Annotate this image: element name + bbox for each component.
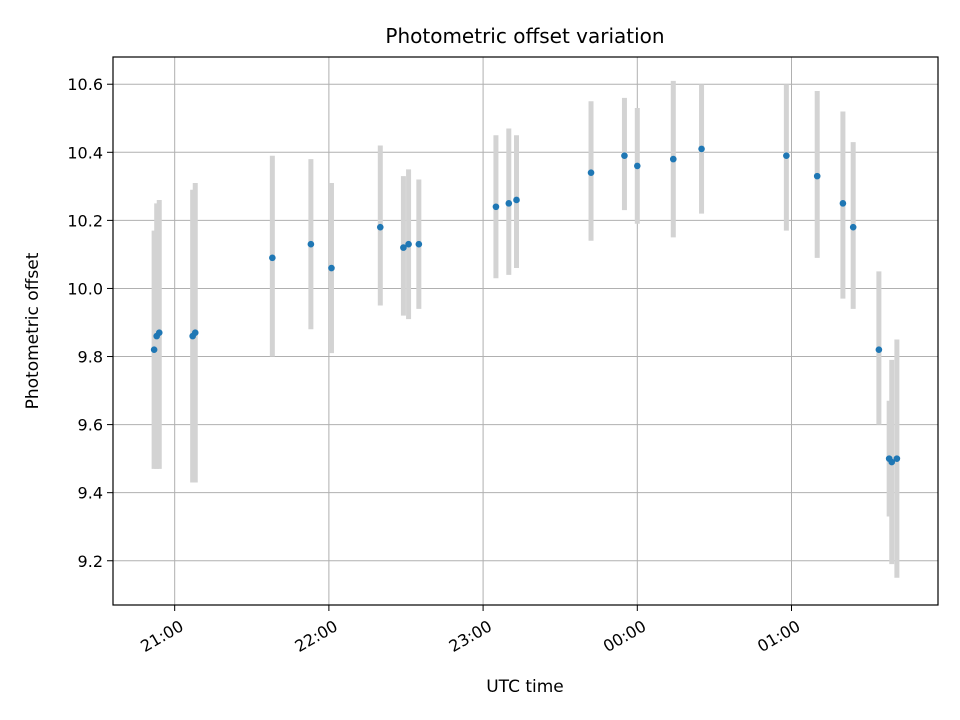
data-point xyxy=(269,254,276,262)
data-point xyxy=(893,455,901,462)
y-tick-label: 9.4 xyxy=(78,484,103,503)
x-tick-label: 01:00 xyxy=(754,616,803,656)
data-point xyxy=(150,346,158,354)
x-axis-ticks: 21:00 22:00 23:00 00:00 01:00 xyxy=(137,605,804,656)
y-tick-label: 9.2 xyxy=(78,552,103,571)
data-point xyxy=(505,200,513,207)
grid xyxy=(113,57,938,605)
data-point xyxy=(376,223,384,231)
y-axis-label: Photometric offset xyxy=(23,252,43,409)
data-point xyxy=(191,329,199,337)
y-axis-ticks: 9.2 9.4 9.6 9.8 10.0 10.2 10.4 10.6 xyxy=(67,75,113,571)
chart-title: Photometric offset variation xyxy=(385,24,664,48)
data-point xyxy=(492,203,500,211)
data-point xyxy=(875,346,883,354)
data-point xyxy=(405,240,412,248)
data-point xyxy=(307,240,315,248)
data-point xyxy=(328,264,335,272)
x-axis-label: UTC time xyxy=(486,677,564,697)
x-tick-label: 21:00 xyxy=(137,616,186,656)
x-tick-label: 22:00 xyxy=(291,616,340,656)
plot-area-frame xyxy=(112,56,939,606)
data-point xyxy=(513,196,520,204)
y-tick-label: 10.4 xyxy=(67,143,103,162)
data-point xyxy=(839,200,847,207)
data-point xyxy=(813,172,821,180)
data-point xyxy=(849,223,857,231)
y-tick-label: 9.6 xyxy=(78,416,103,435)
data-point xyxy=(400,244,407,251)
data-point xyxy=(621,152,628,160)
data-point xyxy=(415,240,423,248)
y-tick-label: 10.6 xyxy=(67,75,103,94)
data-point xyxy=(698,145,705,153)
data-point xyxy=(587,169,595,177)
data-points xyxy=(150,145,901,466)
y-tick-label: 10.0 xyxy=(67,279,103,298)
x-tick-label: 00:00 xyxy=(600,616,649,656)
data-point xyxy=(633,162,641,170)
y-tick-label: 9.8 xyxy=(78,348,103,367)
data-point xyxy=(669,155,677,163)
data-point xyxy=(155,329,163,337)
data-point xyxy=(888,458,896,466)
data-point xyxy=(783,152,790,160)
y-tick-label: 10.2 xyxy=(67,211,103,230)
x-tick-label: 23:00 xyxy=(446,616,495,656)
